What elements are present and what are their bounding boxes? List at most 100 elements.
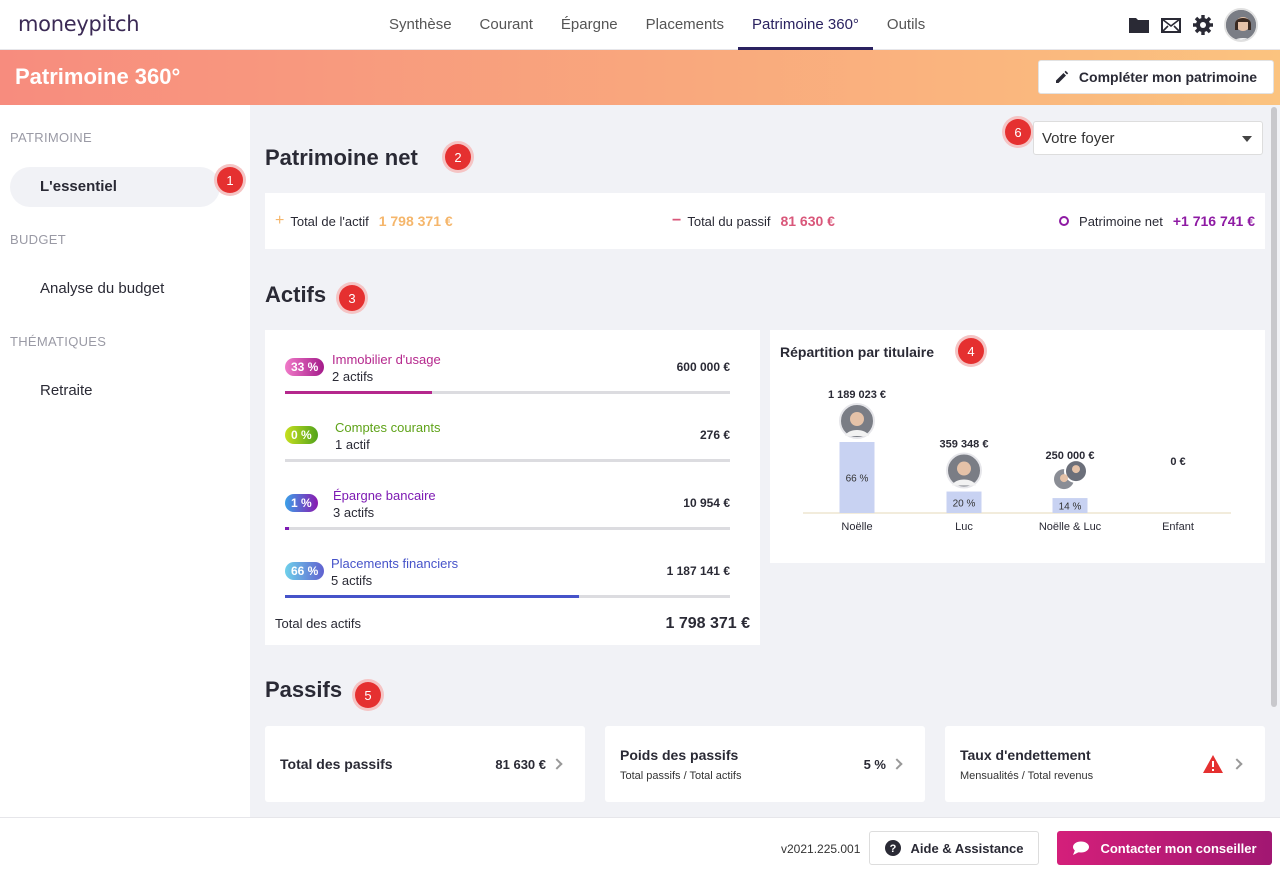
footer: v2021.225.001 ? Aide & Assistance Contac…	[0, 817, 1280, 877]
contact-advisor-button[interactable]: Contacter mon conseiller	[1057, 831, 1272, 865]
complete-patrimoine-button[interactable]: Compléter mon patrimoine	[1038, 60, 1274, 94]
actif-count: 2 actifs	[332, 369, 374, 384]
passifs-heading: Passifs	[265, 677, 343, 702]
sidebar-section-budget: BUDGET	[10, 232, 66, 247]
pencil-icon	[1055, 70, 1069, 83]
chart-value-label: 250 000 €	[1046, 450, 1095, 462]
top-icons	[1128, 8, 1258, 42]
chart-bar	[839, 442, 875, 513]
actif-row[interactable]: 66 % Placements financiers 5 actifs 1 187 1…	[285, 546, 730, 602]
user-avatar[interactable]	[1224, 8, 1258, 42]
actif-count: 3 actifs	[333, 505, 375, 520]
actif-label: Épargne bancaire	[333, 488, 436, 503]
chart-bar	[1052, 498, 1088, 513]
actif-label: Placements financiers	[331, 556, 459, 571]
actif-progress-fill	[285, 527, 290, 530]
patrimoine-net-value: +1 716 741 €	[1172, 213, 1255, 229]
actif-progress-track	[285, 595, 730, 598]
sidebar-section-thematiques: THÉMATIQUES	[10, 334, 107, 349]
minus-icon: −	[672, 212, 682, 229]
actif-pct-pill: 66 %	[285, 562, 325, 580]
actif-label: Immobilier d'usage	[332, 352, 441, 367]
chart-category-label: Luc	[955, 521, 973, 533]
actif-pct-pill: 1 %	[285, 494, 318, 512]
tab-epargne[interactable]: Épargne	[560, 16, 618, 33]
total-actifs-label: Total des actifs	[275, 616, 361, 631]
actif-pct-pill: 0 %	[285, 426, 318, 444]
app-version: v2021.225.001	[781, 842, 861, 856]
annotation-badge-3: 3	[339, 285, 365, 311]
annotation-badge-6: 6	[1005, 119, 1031, 145]
total-passif: − Total du passif 81 630 €	[672, 193, 835, 249]
chat-bubble-icon	[1073, 841, 1090, 855]
chart-category-label: Noëlle & Luc	[1039, 521, 1102, 533]
tab-courant[interactable]: Courant	[479, 16, 533, 33]
chart-value-label: 1 189 023 €	[828, 389, 886, 401]
owner-avatar-face	[1060, 474, 1068, 483]
chart-pct-label: 14 %	[1059, 502, 1082, 513]
actif-count: 1 actif	[335, 437, 370, 452]
help-button[interactable]: ? Aide & Assistance	[869, 831, 1039, 865]
help-button-label: Aide & Assistance	[910, 840, 1024, 856]
taux-endettement-card[interactable]: Taux d'endettement Mensualités / Total r…	[945, 726, 1265, 802]
annotation-badge-1: 1	[217, 167, 243, 193]
actif-value: 1 187 141 €	[666, 564, 730, 578]
actif-value: 600 000 €	[676, 360, 730, 374]
actif-count: 5 actifs	[331, 573, 373, 588]
chart-category-label: Noëlle	[841, 521, 872, 533]
chart-pct-label: 20 %	[953, 498, 976, 509]
tab-placements[interactable]: Placements	[645, 16, 725, 33]
circle-icon	[1059, 216, 1070, 226]
folder-icon[interactable]	[1128, 14, 1150, 36]
total-passifs-value: 81 630 €	[495, 757, 546, 772]
actif-progress-fill	[285, 391, 432, 394]
actif-row[interactable]: 1 % Épargne bancaire 3 actifs 10 954 €	[285, 478, 730, 534]
patrimoine-net-total: Patrimoine net +1 716 741 €	[1059, 193, 1255, 249]
poids-passifs-card[interactable]: Poids des passifs Total passifs / Total …	[605, 726, 925, 802]
owner-avatar-face	[1072, 465, 1080, 474]
annotation-badge-4: 4	[958, 338, 984, 364]
main-scrollbar[interactable]	[1271, 107, 1277, 707]
actif-progress-track	[285, 459, 730, 462]
mail-icon[interactable]	[1160, 14, 1182, 36]
actif-row[interactable]: 0 % Comptes courants 1 actif 276 €	[285, 410, 730, 466]
total-passifs-card[interactable]: Total des passifs 81 630 €	[265, 726, 585, 802]
svg-text:?: ?	[889, 843, 896, 855]
page-title: Patrimoine 360°	[15, 64, 181, 89]
repartition-title: Répartition par titulaire	[780, 344, 935, 360]
tab-patrimoine-360[interactable]: Patrimoine 360°	[738, 0, 873, 50]
chevron-right-icon	[891, 758, 903, 770]
actifs-heading: Actifs	[265, 282, 327, 307]
actif-value: 276 €	[699, 428, 730, 442]
chevron-right-icon	[1231, 758, 1243, 770]
moneypitch-logo[interactable]: moneypitch	[18, 12, 140, 36]
actif-row[interactable]: 33 % Immobilier d'usage 2 actifs 600 000 €	[285, 342, 730, 398]
actif-progress-track	[285, 391, 730, 394]
tab-synthese[interactable]: Synthèse	[389, 16, 452, 33]
total-actif-label: Total de l'actif	[290, 213, 369, 229]
chart-value-label: 359 348 €	[940, 439, 989, 451]
repartition-card: Répartition par titulaire 4 66 % 1 189 02…	[770, 330, 1265, 563]
chart-pct-label: 66 %	[846, 474, 869, 485]
total-actif-value: 1 798 371 €	[378, 213, 453, 229]
patrimoine-net-heading: Patrimoine net	[265, 145, 418, 170]
actifs-card: 33 % Immobilier d'usage 2 actifs 600 000 € 0…	[265, 330, 760, 645]
gear-icon[interactable]	[1192, 14, 1214, 36]
actif-label: Comptes courants	[335, 420, 441, 435]
total-passifs-title: Total des passifs	[280, 756, 393, 772]
foyer-select[interactable]: Votre foyer	[1033, 121, 1263, 155]
main-content: 6 Votre foyer Patrimoine net 2 + Total d…	[250, 105, 1270, 817]
owner-avatar-face	[957, 461, 971, 476]
tab-outils[interactable]: Outils	[886, 16, 926, 33]
chevron-right-icon	[551, 758, 563, 770]
foyer-select-value: Votre foyer	[1042, 130, 1115, 147]
total-actif: + Total de l'actif 1 798 371 €	[275, 193, 453, 249]
annotation-badge-2: 2	[445, 144, 471, 170]
poids-passifs-title: Poids des passifs	[620, 747, 739, 763]
chart-category-label: Enfant	[1162, 521, 1194, 533]
taux-endettement-subtitle: Mensualités / Total revenus	[960, 770, 1094, 782]
sidebar-item-analyse-budget[interactable]: Analyse du budget	[40, 280, 165, 297]
sidebar-item-retraite[interactable]: Retraite	[40, 382, 93, 399]
sidebar-item-essentiel[interactable]: L'essentiel	[10, 167, 220, 207]
total-passif-value: 81 630 €	[780, 213, 835, 229]
